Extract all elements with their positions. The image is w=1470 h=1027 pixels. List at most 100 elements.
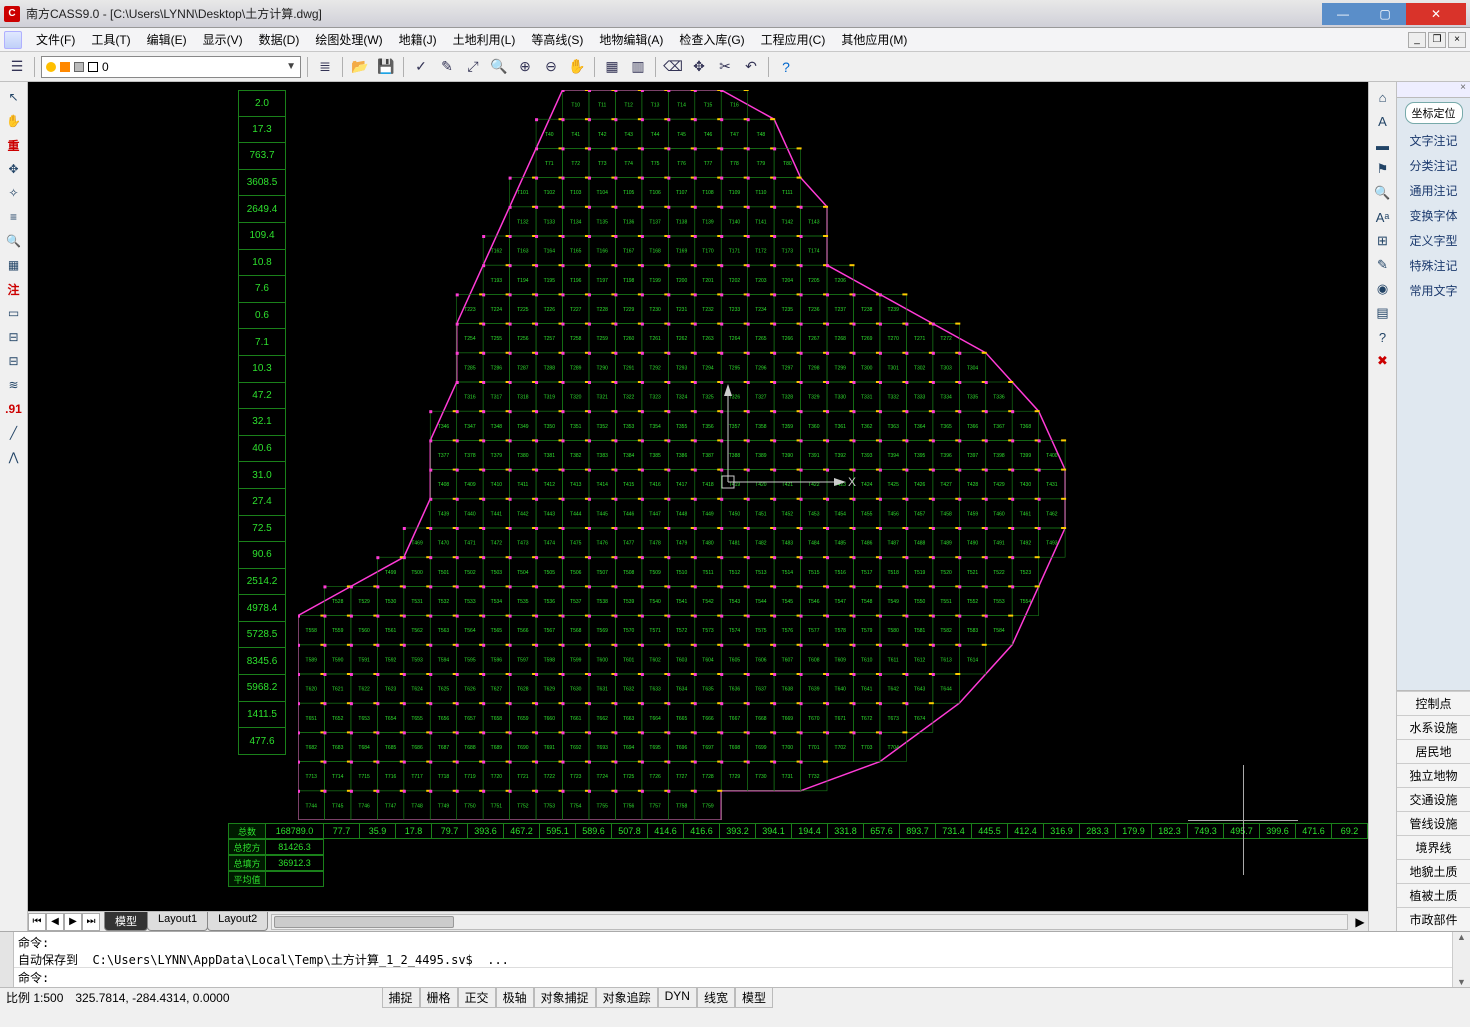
search-icon[interactable]: 🔍 bbox=[1372, 182, 1394, 204]
mode-toggle[interactable]: 捕捉 bbox=[382, 987, 420, 1008]
palette-icon[interactable]: ⊞ bbox=[1372, 230, 1394, 252]
panel-item[interactable]: 特殊注记 bbox=[1397, 253, 1470, 278]
check-icon[interactable]: ✓ bbox=[410, 56, 432, 78]
category-item[interactable]: 地貌土质 bbox=[1397, 859, 1470, 883]
line-icon[interactable]: ╱ bbox=[3, 422, 25, 444]
mdi-min[interactable]: _ bbox=[1408, 32, 1426, 48]
menu-item[interactable]: 等高线(S) bbox=[523, 29, 591, 50]
pan-icon[interactable]: ✋ bbox=[3, 110, 25, 132]
zoom-out-icon[interactable]: ⤢ bbox=[462, 56, 484, 78]
close-button[interactable]: ✕ bbox=[1406, 3, 1466, 25]
mode-toggle[interactable]: DYN bbox=[658, 987, 697, 1008]
panel-item[interactable]: 通用注记 bbox=[1397, 178, 1470, 203]
tab-prev[interactable]: ◀ bbox=[46, 913, 64, 931]
move-icon[interactable]: ✥ bbox=[3, 158, 25, 180]
menu-item[interactable]: 工具(T) bbox=[83, 29, 138, 50]
menu-item[interactable]: 数据(D) bbox=[251, 29, 308, 50]
move2-icon[interactable]: ✥ bbox=[688, 56, 710, 78]
menu-item[interactable]: 检查入库(G) bbox=[671, 29, 752, 50]
category-item[interactable]: 植被土质 bbox=[1397, 883, 1470, 907]
zoom-ext-icon[interactable]: ⊕ bbox=[514, 56, 536, 78]
open-icon[interactable]: 📂 bbox=[349, 56, 371, 78]
zoom-win-icon[interactable]: ⊖ bbox=[540, 56, 562, 78]
menu-item[interactable]: 编辑(E) bbox=[139, 29, 195, 50]
tab-layout[interactable]: Layout2 bbox=[207, 912, 268, 931]
layers-icon[interactable]: ☰ bbox=[6, 56, 28, 78]
menu-item[interactable]: 土地利用(L) bbox=[445, 29, 524, 50]
tbl2-icon[interactable]: ▥ bbox=[627, 56, 649, 78]
cmd-scrollbar[interactable]: ▲▼ bbox=[1452, 932, 1470, 987]
menu-item[interactable]: 显示(V) bbox=[195, 29, 251, 50]
panel-item[interactable]: 常用文字 bbox=[1397, 278, 1470, 303]
category-item[interactable]: 交通设施 bbox=[1397, 787, 1470, 811]
category-item[interactable]: 管线设施 bbox=[1397, 811, 1470, 835]
drawing-canvas[interactable]: 2.017.3763.73608.52649.4109.410.87.60.67… bbox=[28, 82, 1368, 911]
font-icon[interactable]: Aᵃ bbox=[1372, 206, 1394, 228]
tab-next[interactable]: ▶ bbox=[64, 913, 82, 931]
brush-icon[interactable]: ✎ bbox=[436, 56, 458, 78]
table-icon[interactable]: ▤ bbox=[1372, 302, 1394, 324]
tab-first[interactable]: ⏮ bbox=[28, 913, 46, 931]
mode-toggle[interactable]: 对象追踪 bbox=[596, 987, 658, 1008]
globe-icon[interactable]: ◉ bbox=[1372, 278, 1394, 300]
cmd-grip[interactable] bbox=[0, 932, 14, 987]
help-icon[interactable]: ? bbox=[775, 56, 797, 78]
h-scrollbar[interactable] bbox=[271, 914, 1348, 930]
app-menu-icon[interactable] bbox=[4, 31, 22, 49]
menu-item[interactable]: 文件(F) bbox=[28, 29, 83, 50]
text-icon[interactable]: A bbox=[1372, 110, 1394, 132]
zoom-icon[interactable]: 🔍 bbox=[3, 230, 25, 252]
mode-toggle[interactable]: 栅格 bbox=[420, 987, 458, 1008]
category-item[interactable]: 市政部件 bbox=[1397, 907, 1470, 931]
panel-item[interactable]: 定义字型 bbox=[1397, 228, 1470, 253]
mode-toggle[interactable]: 正交 bbox=[458, 987, 496, 1008]
mode-toggle[interactable]: 线宽 bbox=[697, 987, 735, 1008]
category-item[interactable]: 控制点 bbox=[1397, 691, 1470, 715]
coord-locate-button[interactable]: 坐标定位 bbox=[1405, 102, 1463, 124]
layer-combo[interactable]: 0 ▼ bbox=[41, 56, 301, 78]
zoom-in-icon[interactable]: 🔍 bbox=[488, 56, 510, 78]
edit-icon[interactable]: ✎ bbox=[1372, 254, 1394, 276]
menu-item[interactable]: 其他应用(M) bbox=[833, 29, 915, 50]
wand-icon[interactable]: ✧ bbox=[3, 182, 25, 204]
panel-close-icon[interactable]: × bbox=[1397, 82, 1470, 98]
command-input[interactable] bbox=[49, 971, 1448, 985]
measure-icon[interactable]: ≡ bbox=[3, 206, 25, 228]
dim1-icon[interactable]: ⊟ bbox=[3, 326, 25, 348]
menu-item[interactable]: 工程应用(C) bbox=[753, 29, 834, 50]
mode-toggle[interactable]: 极轴 bbox=[496, 987, 534, 1008]
tbl1-icon[interactable]: ▦ bbox=[601, 56, 623, 78]
num-icon[interactable]: .91 bbox=[3, 398, 25, 420]
panel-item[interactable]: 分类注记 bbox=[1397, 153, 1470, 178]
menu-item[interactable]: 地物编辑(A) bbox=[591, 29, 671, 50]
hatch-icon[interactable]: ≋ bbox=[3, 374, 25, 396]
minimize-button[interactable]: — bbox=[1322, 3, 1364, 25]
help-icon[interactable]: ? bbox=[1372, 326, 1394, 348]
rect-icon[interactable]: ▭ bbox=[3, 302, 25, 324]
panel-item[interactable]: 文字注记 bbox=[1397, 128, 1470, 153]
tag-icon[interactable]: ▬ bbox=[1372, 134, 1394, 156]
tab-layout[interactable]: Layout1 bbox=[147, 912, 208, 931]
mdi-close[interactable]: × bbox=[1448, 32, 1466, 48]
tab-model[interactable]: 模型 bbox=[104, 912, 148, 931]
delete-icon[interactable]: ✖ bbox=[1372, 350, 1394, 372]
maximize-button[interactable]: ▢ bbox=[1364, 3, 1406, 25]
panel-item[interactable]: 变换字体 bbox=[1397, 203, 1470, 228]
category-item[interactable]: 独立地物 bbox=[1397, 763, 1470, 787]
mode-toggle[interactable]: 对象捕捉 bbox=[534, 987, 596, 1008]
tab-last[interactable]: ⏭ bbox=[82, 913, 100, 931]
flag-icon[interactable]: ⚑ bbox=[1372, 158, 1394, 180]
menu-item[interactable]: 地籍(J) bbox=[391, 29, 445, 50]
mdi-restore[interactable]: ❐ bbox=[1428, 32, 1446, 48]
category-item[interactable]: 居民地 bbox=[1397, 739, 1470, 763]
north-icon[interactable]: ⌂ bbox=[1372, 86, 1394, 108]
scroll-right[interactable]: ▶ bbox=[1352, 915, 1368, 929]
undo-icon[interactable]: ↶ bbox=[740, 56, 762, 78]
mode-toggle[interactable]: 模型 bbox=[735, 987, 773, 1008]
save-icon[interactable]: 💾 bbox=[375, 56, 397, 78]
dim2-icon[interactable]: ⊟ bbox=[3, 350, 25, 372]
category-item[interactable]: 水系设施 bbox=[1397, 715, 1470, 739]
layers-icon[interactable]: ▦ bbox=[3, 254, 25, 276]
reset-icon[interactable]: 重 bbox=[3, 134, 25, 156]
poly-icon[interactable]: ⋀ bbox=[3, 446, 25, 468]
